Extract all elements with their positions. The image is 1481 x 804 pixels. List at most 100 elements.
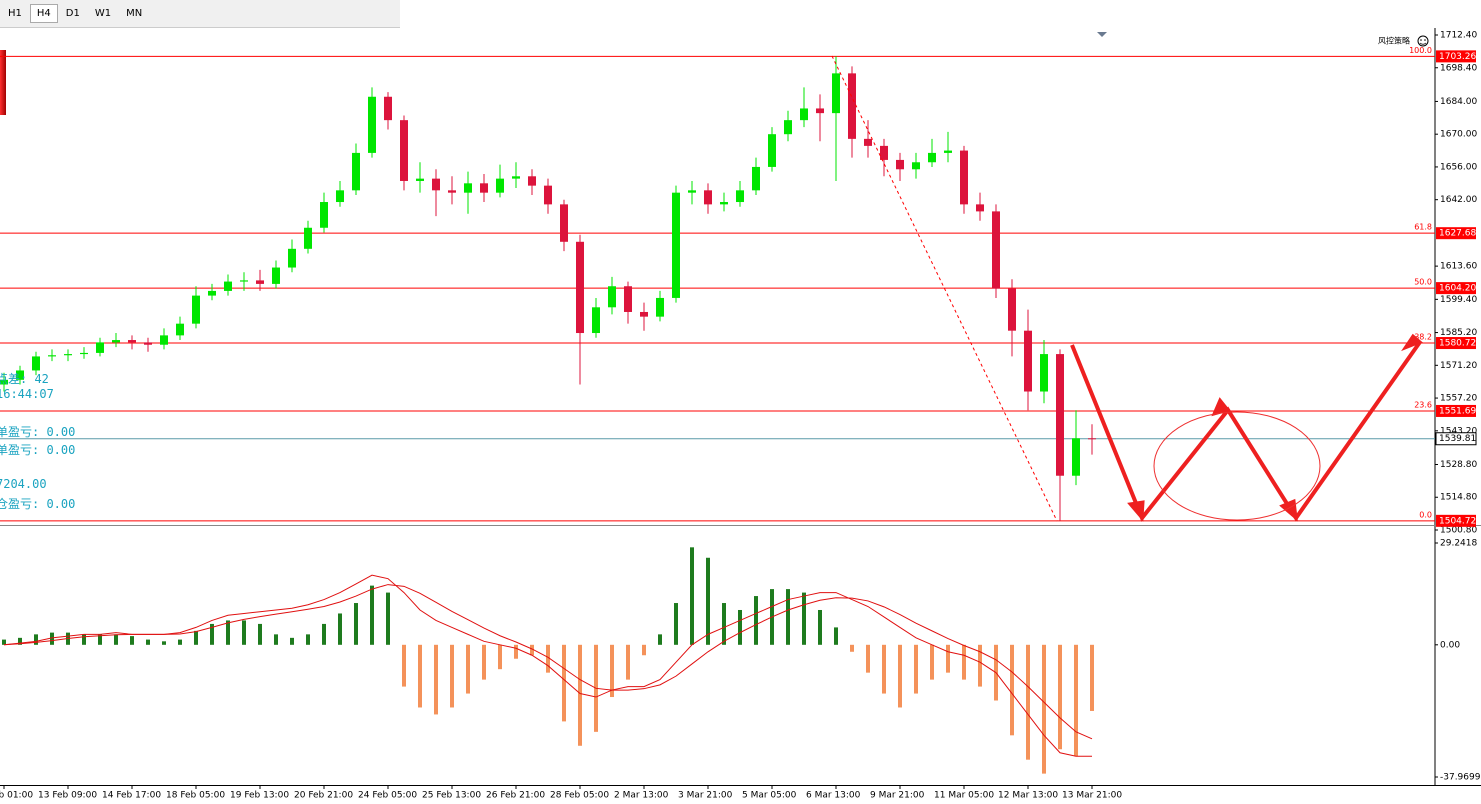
- candle-body: [64, 354, 72, 356]
- timeframe-button[interactable]: H4: [29, 4, 58, 23]
- candle-body: [816, 108, 824, 114]
- timeframe-button[interactable]: MN: [126, 8, 143, 19]
- macd-bar: [450, 644, 454, 708]
- candle-body: [1008, 288, 1016, 331]
- macd-bar: [2, 639, 6, 645]
- macd-bar: [802, 592, 806, 645]
- macd-bar: [434, 644, 438, 715]
- fibo-level-name: 0.0: [1419, 510, 1432, 519]
- candle-body: [528, 176, 536, 186]
- macd-bar: [530, 644, 534, 656]
- price-tag: [1435, 432, 1477, 446]
- macd-bar: [674, 603, 678, 645]
- timeframe-button[interactable]: W1: [94, 8, 112, 19]
- y-tick-label: 1528.80: [1440, 460, 1477, 470]
- macd-bar: [898, 644, 902, 708]
- candle-body: [768, 134, 776, 167]
- shift-marker[interactable]: [1097, 32, 1107, 37]
- target-ellipse: [1153, 411, 1321, 521]
- y-tick-label: 1514.80: [1440, 493, 1477, 503]
- y-tick-label: 1698.40: [1440, 63, 1477, 73]
- candle-body: [352, 152, 360, 191]
- x-tick-label: 6 Mar 13:00: [806, 791, 861, 801]
- candle-body: [16, 370, 24, 380]
- macd-bar: [98, 634, 102, 645]
- x-tick-label: 19 Feb 13:00: [230, 791, 289, 801]
- macd-bar: [706, 557, 710, 645]
- candle-body: [480, 183, 488, 193]
- y-tick-label: 1557.20: [1440, 394, 1477, 404]
- candle-body: [1088, 438, 1096, 440]
- timeframe-button[interactable]: H1: [8, 8, 22, 19]
- annotations: [831, 55, 1423, 522]
- macd-bar: [850, 644, 854, 652]
- macd-bar: [226, 620, 230, 645]
- candle-body: [704, 190, 712, 205]
- macd-bar: [210, 623, 214, 645]
- macd-bar: [738, 609, 742, 645]
- fibo-level-name: 50.0: [1414, 278, 1432, 287]
- x-tick-label: 13 Mar 21:00: [1062, 791, 1122, 801]
- macd-bar: [690, 547, 694, 645]
- y-tick-label: -37.9699: [1440, 773, 1481, 783]
- macd-bar: [946, 644, 950, 673]
- macd-bar: [1010, 644, 1014, 736]
- info-line: 单盈亏: 0.00: [0, 425, 76, 439]
- candle-body: [80, 352, 88, 355]
- price-tag-label: 1580.72: [1439, 339, 1476, 349]
- macd-bar: [258, 623, 262, 645]
- macd-bar: [866, 644, 870, 673]
- macd-bar: [274, 634, 278, 645]
- candle-body: [0, 379, 8, 385]
- fibo-level-name: 61.8: [1414, 223, 1432, 232]
- macd-bar: [162, 641, 166, 645]
- y-tick-label: 1613.60: [1440, 262, 1477, 272]
- candle-body: [160, 335, 168, 345]
- candle-body: [48, 355, 56, 357]
- candle-body: [880, 145, 888, 160]
- macd-bar: [834, 627, 838, 645]
- macd-bar: [578, 644, 582, 746]
- side-tab[interactable]: [0, 50, 6, 115]
- macd-bar: [242, 620, 246, 645]
- y-tick-label: 1712.40: [1440, 31, 1477, 41]
- candle-body: [432, 178, 440, 191]
- candle-body: [960, 150, 968, 205]
- candle-body: [608, 286, 616, 308]
- candle-body: [976, 204, 984, 212]
- candle-body: [1056, 354, 1064, 476]
- candle-body: [640, 311, 648, 317]
- price-tag: [1436, 404, 1476, 417]
- candle-body: [224, 281, 232, 291]
- macd-bar: [386, 592, 390, 645]
- candle-body: [752, 166, 760, 191]
- timeframe-button[interactable]: D1: [65, 8, 80, 19]
- candle-body: [304, 227, 312, 249]
- macd-bar: [978, 644, 982, 687]
- macd-bar: [322, 623, 326, 645]
- x-tick-label: 13 Feb 01:00: [0, 791, 33, 801]
- macd-bar: [402, 644, 406, 687]
- macd-bar: [962, 644, 966, 680]
- macd-bar: [642, 644, 646, 656]
- candle-body: [320, 202, 328, 228]
- macd-bar: [1026, 644, 1030, 760]
- x-tick-label: 18 Feb 05:00: [166, 791, 225, 801]
- forecast-path: [1070, 340, 1422, 522]
- price-tag-label: 1539.81: [1439, 434, 1476, 444]
- macd-line: [3, 574, 1092, 757]
- arrow-head: [1127, 333, 1423, 522]
- candle-body: [1040, 354, 1048, 392]
- macd-bar: [786, 589, 790, 645]
- candle-body: [544, 185, 552, 205]
- x-tick-label: 13 Feb 09:00: [38, 791, 97, 801]
- candle-body: [144, 342, 152, 345]
- candle-body: [912, 162, 920, 170]
- x-tick-label: 28 Feb 05:00: [550, 791, 609, 801]
- price-tag: [1436, 337, 1476, 350]
- macd-line: [3, 584, 1093, 740]
- candle-body: [576, 241, 584, 334]
- x-tick-label: 24 Feb 05:00: [358, 791, 417, 801]
- macd-bar: [290, 637, 294, 645]
